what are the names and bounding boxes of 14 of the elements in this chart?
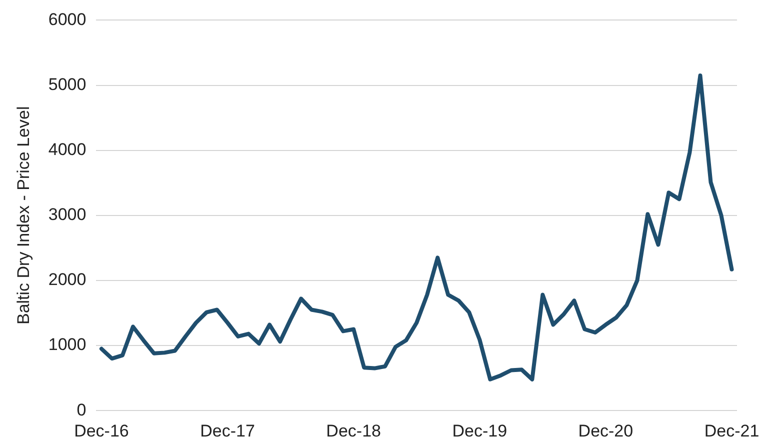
y-tick-label: 3000 bbox=[48, 205, 86, 224]
x-tick-label: Dec-20 bbox=[578, 421, 634, 440]
y-tick-label: 6000 bbox=[48, 10, 86, 29]
y-tick-label: 0 bbox=[76, 400, 86, 420]
x-tick-label: Dec-18 bbox=[326, 421, 381, 440]
x-tick-label: Dec-17 bbox=[200, 421, 255, 440]
x-tick-label: Dec-16 bbox=[74, 421, 129, 440]
y-tick-label: 2000 bbox=[48, 270, 86, 290]
y-tick-label: 4000 bbox=[48, 140, 86, 160]
y-tick-label: 1000 bbox=[48, 335, 86, 354]
y-axis-title: Baltic Dry Index - Price Level bbox=[14, 106, 33, 325]
x-tick-label: Dec-21 bbox=[704, 421, 760, 440]
x-tick-label: Dec-19 bbox=[452, 421, 508, 440]
y-tick-label: 5000 bbox=[48, 74, 86, 94]
